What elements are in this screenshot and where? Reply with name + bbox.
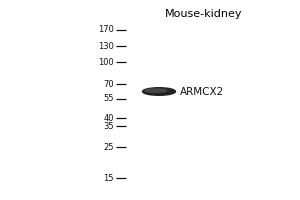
Text: 70: 70 <box>103 80 114 89</box>
Text: 15: 15 <box>103 174 114 183</box>
Text: ARMCX2: ARMCX2 <box>180 87 224 97</box>
Text: 35: 35 <box>103 122 114 131</box>
Ellipse shape <box>145 89 167 92</box>
Text: 40: 40 <box>103 114 114 123</box>
Ellipse shape <box>142 88 176 95</box>
Text: 55: 55 <box>103 94 114 103</box>
Text: 130: 130 <box>98 42 114 51</box>
Text: 100: 100 <box>98 58 114 67</box>
Text: Mouse-kidney: Mouse-kidney <box>165 9 243 19</box>
Text: 170: 170 <box>98 25 114 34</box>
Text: 25: 25 <box>103 143 114 152</box>
